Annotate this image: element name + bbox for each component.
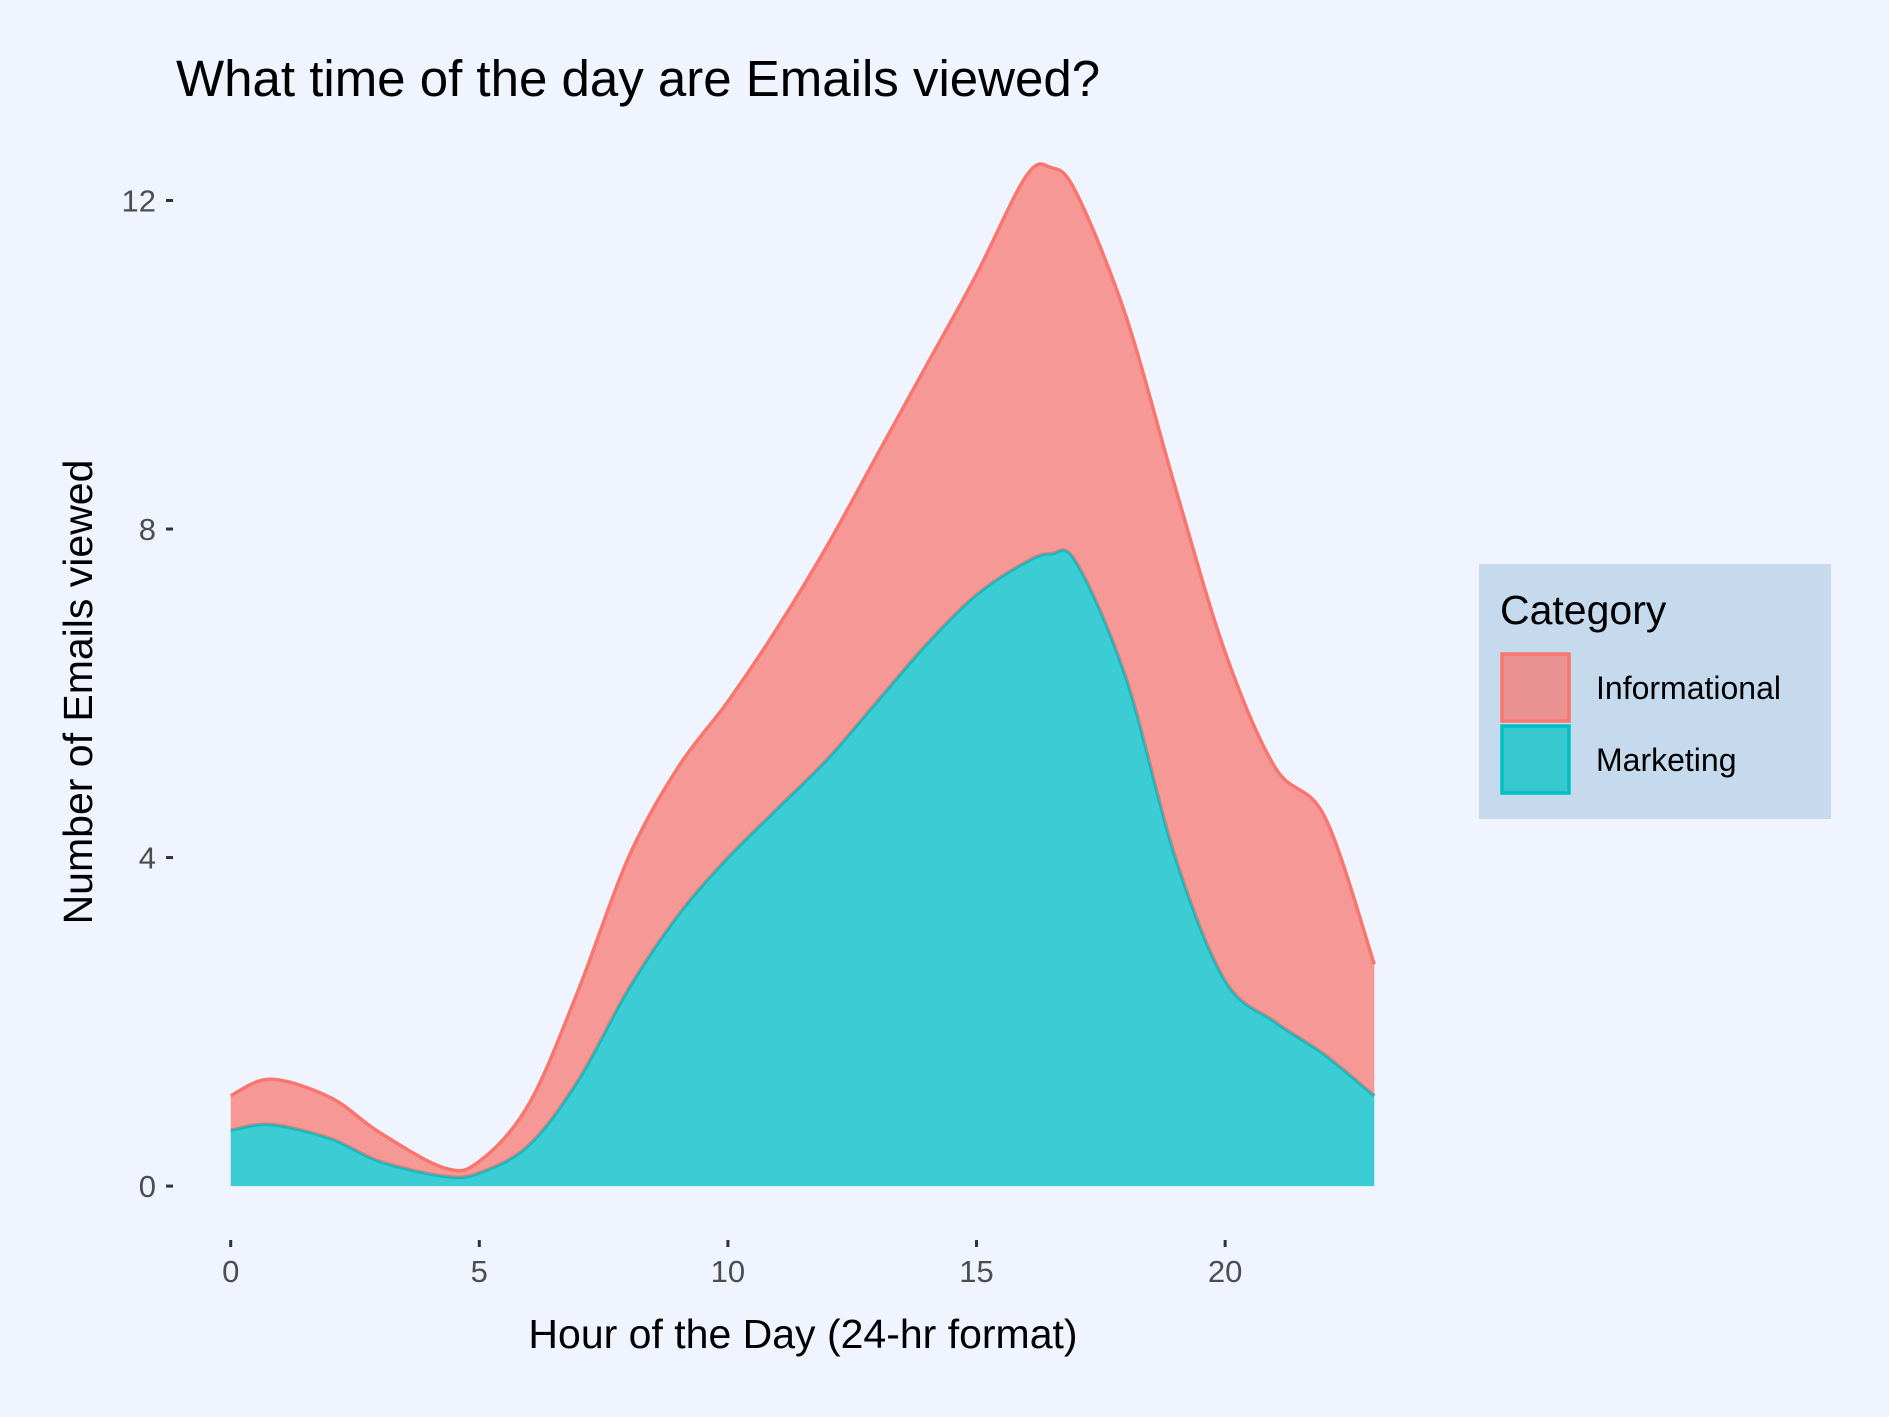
x-tick-label: 15 bbox=[959, 1254, 993, 1289]
x-tick-label: 10 bbox=[711, 1254, 745, 1289]
legend-item-informational: Informational bbox=[1500, 652, 1781, 723]
y-tick-label: 4 bbox=[139, 841, 156, 876]
y-tick-label: 12 bbox=[122, 183, 156, 218]
area-marketing bbox=[230, 549, 1375, 1187]
y-axis-title: Number of Emails viewed bbox=[55, 460, 101, 925]
legend-label-informational: Informational bbox=[1596, 670, 1781, 706]
y-tick-label: 0 bbox=[139, 1169, 156, 1204]
chart-title: What time of the day are Emails viewed? bbox=[176, 50, 1100, 107]
x-tick-label: 0 bbox=[222, 1254, 239, 1289]
legend-swatch-informational bbox=[1500, 652, 1571, 723]
x-axis: 0 5 10 15 20 bbox=[222, 1240, 1242, 1289]
legend-items: Informational Marketing bbox=[1500, 652, 1781, 795]
legend-item-marketing: Marketing bbox=[1500, 724, 1737, 795]
legend-title: Category bbox=[1500, 587, 1667, 633]
x-tick-label: 5 bbox=[471, 1254, 488, 1289]
y-axis: 0 4 8 12 bbox=[122, 183, 173, 1204]
series-informational bbox=[229, 162, 1376, 1178]
area-series-layer bbox=[229, 162, 1376, 1187]
legend: Category Informational Marketing bbox=[1479, 564, 1831, 819]
y-tick-label: 8 bbox=[139, 512, 156, 547]
area-informational bbox=[230, 164, 1375, 1178]
line-informational bbox=[229, 162, 1376, 1173]
legend-label-marketing: Marketing bbox=[1596, 742, 1737, 778]
legend-swatch-marketing bbox=[1500, 724, 1571, 795]
x-axis-title: Hour of the Day (24-hr format) bbox=[528, 1311, 1077, 1357]
x-tick-label: 20 bbox=[1208, 1254, 1242, 1289]
